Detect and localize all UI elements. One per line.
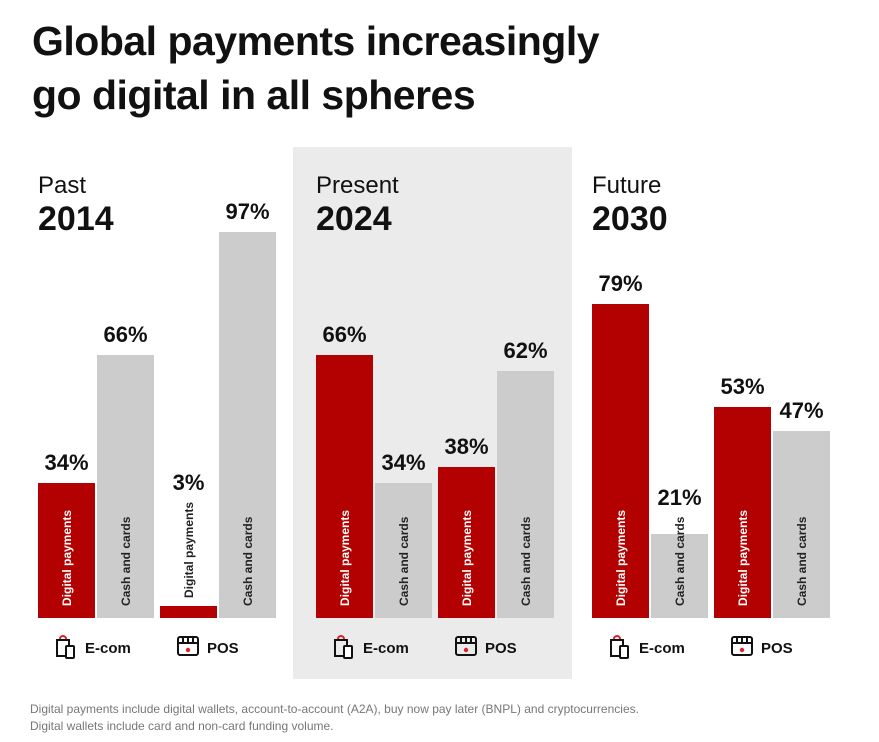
bar-series-label: Cash and cards	[672, 516, 687, 606]
data-label: 38%	[444, 433, 489, 459]
footnote: Digital payments include digital wallets…	[30, 701, 639, 735]
period-label: Future	[592, 172, 662, 199]
bar-digital	[714, 407, 771, 618]
category-label-ecom: E-com	[331, 633, 409, 663]
bar-digital	[38, 482, 95, 618]
bar-digital	[160, 606, 217, 618]
category-name: POS	[207, 639, 239, 657]
data-label: 79%	[598, 270, 643, 296]
shopping-bag-phone-icon	[53, 633, 79, 663]
bar-series-label: Digital payments	[181, 502, 196, 599]
bar-series-label: Cash and cards	[240, 516, 255, 606]
data-label: 66%	[322, 322, 367, 348]
data-label: 53%	[720, 374, 765, 400]
shopping-bag-phone-icon	[607, 633, 633, 663]
bar-series-label: Digital payments	[337, 509, 352, 606]
footnote-line-2: Digital wallets include card and non-car…	[30, 719, 334, 733]
bar-series-label: Digital payments	[459, 509, 474, 606]
bar-cash	[219, 231, 276, 618]
data-label: 47%	[779, 397, 824, 423]
storefront-icon	[453, 633, 479, 663]
category-name: POS	[761, 639, 793, 657]
bar-cash	[97, 355, 154, 618]
data-label: 62%	[503, 338, 548, 364]
bar-series-label: Digital payments	[59, 509, 74, 606]
storefront-icon	[729, 633, 755, 663]
bar-series-label: Cash and cards	[396, 516, 411, 606]
bar-digital	[316, 355, 373, 618]
data-label: 21%	[657, 485, 702, 510]
storefront-icon	[175, 633, 201, 663]
bar-series-label: Cash and cards	[518, 516, 533, 606]
category-name: POS	[485, 639, 517, 657]
title-line-2: go digital in all spheres	[32, 72, 476, 118]
data-label: 34%	[44, 449, 89, 475]
category-name: E-com	[85, 639, 131, 657]
year-label: 2030	[592, 200, 668, 238]
data-label: 3%	[172, 470, 205, 496]
bar-digital	[592, 303, 649, 618]
year-label: 2024	[316, 200, 392, 238]
bar-cash	[497, 371, 554, 618]
bar-series-label: Cash and cards	[118, 516, 133, 606]
category-label-pos: POS	[175, 633, 239, 663]
footnote-line-1: Digital payments include digital wallets…	[30, 702, 639, 716]
chart-title: Global payments increasingly go digital …	[32, 14, 600, 122]
title-line-1: Global payments increasingly	[32, 18, 600, 64]
category-name: E-com	[639, 639, 685, 657]
period-label: Past	[38, 172, 87, 199]
period-label: Present	[316, 172, 399, 199]
category-label-pos: POS	[453, 633, 517, 663]
shopping-bag-phone-icon	[331, 633, 357, 663]
bar-series-label: Digital payments	[735, 509, 750, 606]
category-label-ecom: E-com	[607, 633, 685, 663]
year-label: 2014	[38, 200, 114, 238]
bar-series-label: Cash and cards	[794, 516, 809, 606]
bar-cash	[375, 482, 432, 618]
category-label-ecom: E-com	[53, 633, 131, 663]
bar-series-label: Digital payments	[613, 509, 628, 606]
data-label: 34%	[381, 449, 426, 475]
data-label: 97%	[225, 198, 270, 224]
bar-digital	[438, 466, 495, 618]
bar-cash	[773, 430, 830, 618]
category-label-pos: POS	[729, 633, 793, 663]
data-label: 66%	[103, 322, 148, 348]
bar-cash	[651, 534, 708, 618]
category-name: E-com	[363, 639, 409, 657]
